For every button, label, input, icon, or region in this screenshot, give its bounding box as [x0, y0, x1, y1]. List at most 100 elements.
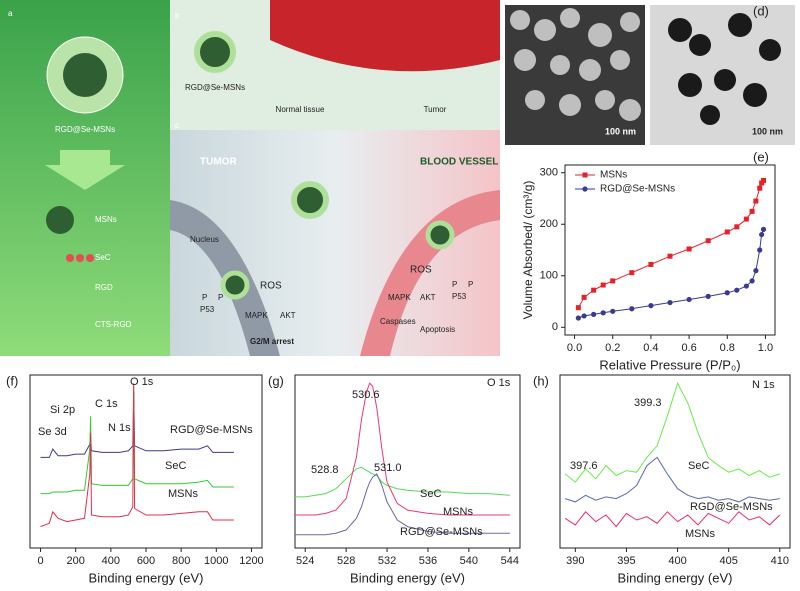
annotation: C 1s — [95, 398, 118, 410]
label: MSNs — [95, 215, 117, 224]
panel-label: (e) — [753, 149, 769, 164]
marker — [734, 224, 740, 230]
scale-bar: 100 nm — [605, 126, 636, 136]
panel-label: (d) — [753, 3, 769, 18]
marker — [743, 283, 749, 289]
series-label: MSNs — [168, 488, 198, 500]
label: P — [452, 280, 457, 289]
panel-label: (h) — [533, 373, 549, 388]
marker — [610, 308, 616, 314]
x-tick-label: 532 — [378, 555, 396, 567]
label: CTS-RGD — [95, 320, 132, 329]
arrow — [45, 150, 125, 190]
y-tick-label: 200 — [540, 218, 558, 230]
panel-label: a — [8, 9, 13, 18]
x-tick-label: 1.0 — [758, 342, 773, 354]
series-line — [40, 386, 234, 495]
annotation: 531.0 — [374, 462, 402, 474]
membrane-right — [360, 190, 500, 356]
marker — [629, 270, 635, 276]
legend-marker — [582, 172, 588, 178]
marker — [757, 247, 763, 253]
annotation: O 1s — [130, 376, 154, 388]
series-label: SeC — [688, 460, 709, 472]
sem-image — [505, 5, 645, 145]
annotation: 528.8 — [311, 464, 339, 476]
label: P53 — [452, 292, 467, 301]
annotation: N 1s — [108, 422, 131, 434]
marker — [753, 268, 759, 274]
label: Tumor — [424, 105, 447, 114]
label: TUMOR — [200, 157, 237, 168]
marker — [757, 185, 763, 191]
marker — [575, 315, 581, 321]
marker — [648, 261, 654, 267]
x-axis-label: Binding energy (eV) — [89, 570, 204, 585]
x-tick-label: 1000 — [204, 555, 228, 567]
marker — [591, 287, 597, 293]
msn-icon — [46, 206, 74, 234]
marker — [759, 231, 765, 238]
annotation: N 1s — [752, 379, 775, 391]
label: P — [468, 280, 473, 289]
marker — [724, 290, 730, 296]
x-tick-label: 0.8 — [720, 342, 735, 354]
panel-label: c — [175, 121, 179, 130]
marker — [581, 294, 587, 300]
tem-spheres — [668, 13, 781, 125]
label: AKT — [280, 311, 296, 320]
x-tick-label: 536 — [419, 555, 437, 567]
particle-core — [63, 53, 107, 97]
series-line — [564, 456, 780, 503]
marker — [610, 278, 616, 284]
label: SeC — [95, 253, 111, 262]
particle-c — [291, 181, 329, 219]
annotation: 397.6 — [570, 460, 598, 472]
particle-b — [194, 31, 236, 73]
series-label: RGD@Se-MSNs — [690, 501, 773, 513]
plot-frame — [29, 374, 263, 549]
x-tick-label: 200 — [67, 555, 85, 567]
marker — [686, 296, 692, 303]
x-tick-label: 0.6 — [681, 342, 696, 354]
x-tick-label: 540 — [460, 555, 478, 567]
marker — [753, 198, 759, 204]
y-tick-label: 100 — [540, 270, 558, 282]
series-line — [295, 466, 510, 498]
x-tick-label: 524 — [296, 555, 314, 567]
label: Apoptosis — [420, 325, 455, 334]
legend-marker — [582, 186, 588, 192]
x-tick-label: 600 — [137, 555, 155, 567]
label: BLOOD VESSEL — [420, 157, 498, 168]
series-label: MSNs — [443, 506, 473, 518]
marker — [648, 303, 654, 309]
illustration: a RGD@Se-MSNs MSNs SeC RGD CTS-RGD b RGD… — [0, 0, 500, 356]
series-label: SeC — [420, 488, 441, 500]
scale-bar: 100 nm — [752, 126, 783, 136]
series-label: RGD@Se-MSNs — [400, 526, 483, 538]
plot-frame — [559, 374, 791, 549]
y-tick-label: 0 — [552, 321, 558, 333]
x-tick-label: 0.2 — [605, 342, 620, 354]
label: RGD — [95, 283, 113, 292]
x-tick-label: 400 — [668, 555, 686, 567]
marker — [667, 299, 673, 306]
label: ROS — [410, 265, 432, 276]
label: P53 — [200, 305, 215, 314]
label: MAPK — [245, 311, 268, 320]
series-label: RGD@Se-MSNs — [170, 424, 253, 436]
x-tick-label: 1200 — [239, 555, 263, 567]
x-axis-label: Binding energy (eV) — [618, 570, 733, 585]
label: Nucleus — [190, 235, 219, 244]
series-line — [564, 381, 780, 483]
marker — [591, 311, 597, 317]
x-tick-label: 0.4 — [643, 342, 658, 354]
label: Normal tissue — [276, 105, 325, 114]
marker — [743, 216, 749, 222]
annotation: Se 3d — [38, 426, 67, 438]
x-tick-label: 0 — [37, 555, 43, 567]
plot-frame — [294, 374, 521, 549]
marker — [734, 287, 740, 293]
label: ROS — [260, 281, 282, 292]
